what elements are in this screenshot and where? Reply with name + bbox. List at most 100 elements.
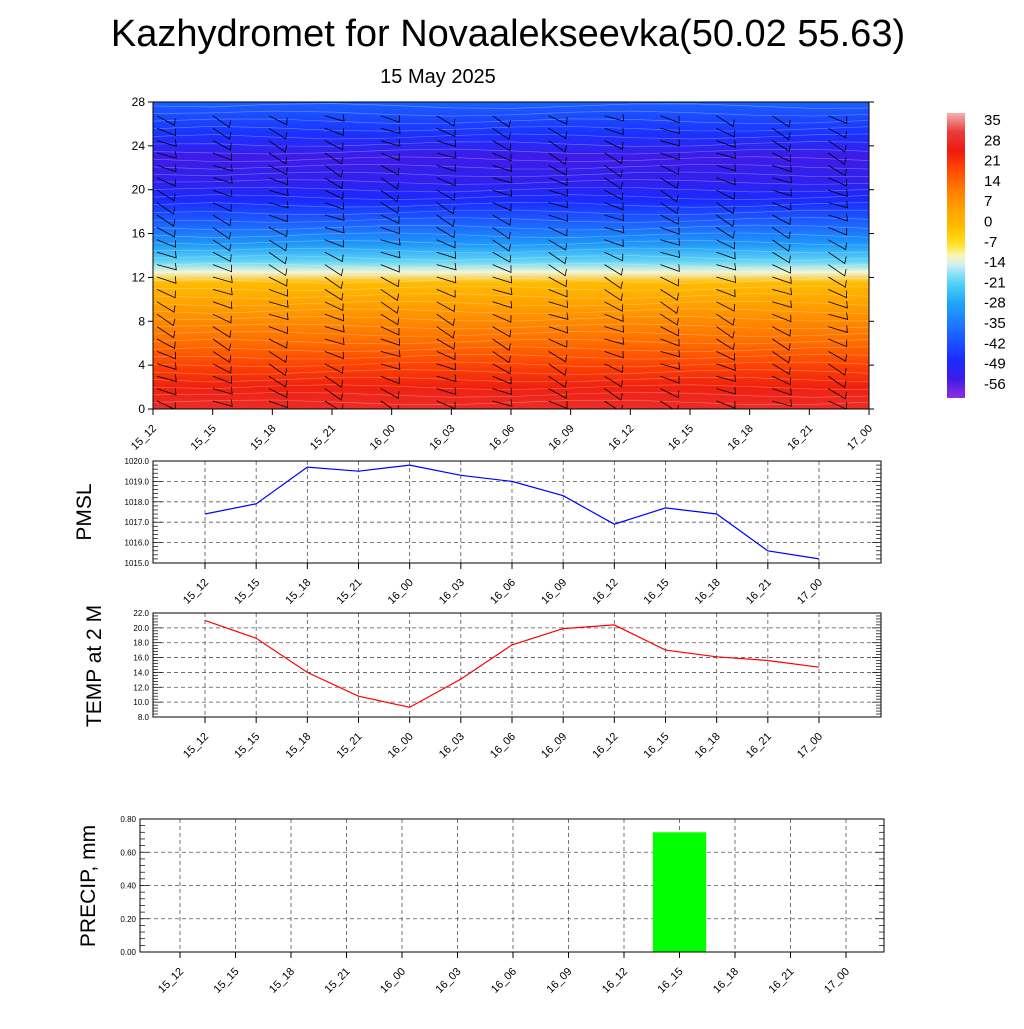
precip-bar [653, 832, 706, 952]
precip-x-tick-label: 16_03 [434, 966, 464, 996]
pmsl-x-tick-label: 16_03 [437, 577, 467, 607]
pmsl-y-tick-label: 1015.0 [125, 559, 150, 568]
contour-x-tick-label: 16_15 [666, 423, 696, 453]
pmsl-x-tick-label: 15_21 [335, 577, 365, 607]
temp-frame [153, 613, 881, 717]
colorbar-label: -56 [984, 376, 1006, 393]
temp-x-tick-label: 16_06 [488, 731, 518, 761]
temp-x-tick-label: 15_12 [181, 731, 211, 761]
contour-y-tick-label: 4 [138, 358, 145, 372]
pmsl-x-tick-label: 15_18 [283, 577, 313, 607]
pmsl-x-tick-label: 16_00 [386, 577, 416, 607]
colorbar-label: -14 [984, 254, 1006, 271]
pmsl-x-tick-label: 15_12 [181, 577, 211, 607]
temp-x-tick-label: 15_15 [232, 731, 262, 761]
pmsl-x-tick-label: 16_06 [488, 577, 518, 607]
contour-x-tick-label: 16_00 [368, 423, 398, 453]
temp-x-tick-label: 16_12 [590, 731, 620, 761]
precip-x-tick-label: 16_06 [489, 966, 519, 996]
temp-x-tick-label: 16_18 [693, 731, 723, 761]
precip-y-tick-label: 0.80 [120, 815, 136, 824]
precip-y-tick-label: 0.20 [120, 915, 136, 924]
contour-x-tick-label: 15_12 [129, 423, 159, 453]
contour-x-tick-label: 16_12 [606, 423, 636, 453]
colorbar-label: 21 [984, 153, 1001, 170]
pmsl-y-tick-label: 1016.0 [125, 539, 150, 548]
contour-x-tick-label: 16_06 [487, 423, 517, 453]
pmsl-y-tick-label: 1018.0 [125, 498, 150, 507]
precip-y-tick-label: 0.40 [120, 882, 136, 891]
precip-ylabel: PRECIP, mm [77, 825, 100, 947]
temp-y-tick-label: 12.0 [133, 683, 149, 692]
chart-subtitle: 15 May 2025 [380, 66, 496, 88]
colorbar-label: -42 [984, 335, 1006, 352]
temp-x-tick-label: 16_21 [744, 731, 774, 761]
temp-x-tick-label: 15_18 [283, 731, 313, 761]
contour-y-tick-label: 0 [138, 402, 145, 416]
contour-y-tick-label: 20 [132, 183, 146, 197]
precip-y-tick-label: 0.00 [120, 948, 136, 957]
pmsl-x-tick-label: 16_15 [642, 577, 672, 607]
temp-y-tick-label: 16.0 [133, 654, 149, 663]
chart-title: Kazhydromet for Novaalekseevka(50.02 55.… [111, 13, 905, 55]
colorbar-label: -28 [984, 295, 1006, 312]
pmsl-y-tick-label: 1019.0 [125, 477, 150, 486]
colorbar-label: 14 [984, 173, 1001, 190]
pmsl-x-tick-label: 16_09 [539, 577, 569, 607]
colorbar-label: 7 [984, 193, 992, 210]
contour-x-tick-label: 15_15 [189, 423, 219, 453]
contour-x-tick-label: 15_18 [248, 423, 278, 453]
precip-x-tick-label: 16_09 [545, 966, 575, 996]
pmsl-x-tick-label: 16_21 [744, 577, 774, 607]
contour-y-tick-label: 28 [132, 95, 146, 109]
pmsl-y-tick-label: 1017.0 [125, 518, 150, 527]
pmsl-y-tick-label: 1020.0 [125, 457, 150, 466]
contour-x-tick-label: 16_09 [547, 423, 577, 453]
colorbar-label: -7 [984, 234, 997, 251]
temp-x-tick-label: 16_15 [642, 731, 672, 761]
precip-x-tick-label: 15_21 [323, 966, 353, 996]
colorbar [947, 113, 965, 398]
temp-x-tick-label: 15_21 [335, 731, 365, 761]
colorbar-label: 28 [984, 132, 1001, 149]
pmsl-x-tick-label: 15_15 [232, 577, 262, 607]
temp-ylabel: TEMP at 2 M [83, 605, 106, 727]
precip-x-tick-label: 16_15 [656, 966, 686, 996]
pmsl-frame [153, 461, 881, 563]
precip-x-tick-label: 16_18 [711, 966, 741, 996]
colorbar-label: -21 [984, 274, 1006, 291]
precip-x-tick-label: 15_12 [156, 966, 186, 996]
precip-x-tick-label: 17_00 [822, 966, 852, 996]
colorbar-label: 35 [984, 112, 1001, 129]
pmsl-x-tick-label: 16_18 [693, 577, 723, 607]
temp-x-tick-label: 16_03 [437, 731, 467, 761]
contour-y-tick-label: 8 [138, 314, 145, 328]
contour-x-tick-label: 16_03 [427, 423, 457, 453]
temp-x-tick-label: 16_09 [539, 731, 569, 761]
precip-x-tick-label: 15_15 [212, 966, 242, 996]
precip-x-tick-label: 15_18 [267, 966, 297, 996]
contour-y-tick-label: 16 [132, 227, 146, 241]
precip-x-tick-label: 16_21 [767, 966, 797, 996]
pmsl-x-tick-label: 16_12 [590, 577, 620, 607]
precip-x-tick-label: 16_12 [600, 966, 630, 996]
contour-x-tick-label: 16_18 [726, 423, 756, 453]
temp-y-tick-label: 10.0 [133, 698, 149, 707]
pmsl-ylabel: PMSL [73, 483, 96, 540]
contour-x-tick-label: 17_00 [845, 423, 875, 453]
temp-x-tick-label: 16_00 [386, 731, 416, 761]
temp-y-tick-label: 14.0 [133, 668, 149, 677]
temp-y-tick-label: 20.0 [133, 624, 149, 633]
contour-y-tick-label: 12 [132, 270, 146, 284]
temp-y-tick-label: 8.0 [138, 713, 150, 722]
precip-x-tick-label: 16_00 [378, 966, 408, 996]
pmsl-x-tick-label: 17_00 [795, 577, 825, 607]
precip-y-tick-label: 0.60 [120, 848, 136, 857]
temp-y-tick-label: 18.0 [133, 639, 149, 648]
colorbar-label: -49 [984, 356, 1006, 373]
colorbar-label: -35 [984, 315, 1006, 332]
temp-y-tick-label: 22.0 [133, 609, 149, 618]
